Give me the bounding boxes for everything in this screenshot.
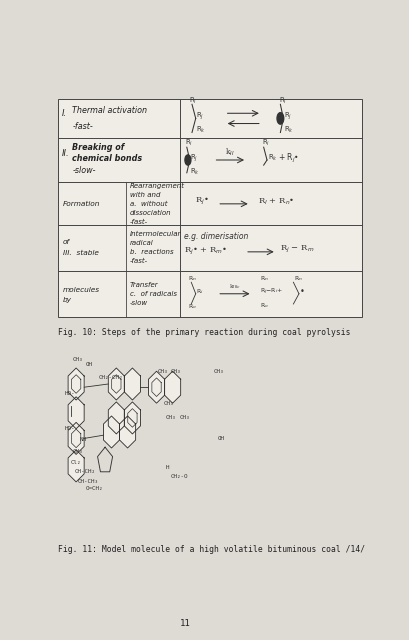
Text: e.g. dimerisation: e.g. dimerisation (183, 232, 247, 241)
Text: CH₂-O: CH₂-O (171, 474, 188, 479)
Text: R$_o$: R$_o$ (188, 302, 197, 311)
Circle shape (184, 155, 191, 165)
Text: OH: OH (217, 436, 224, 441)
Text: R$_k$: R$_k$ (196, 125, 206, 135)
Text: R$_i$: R$_i$ (189, 96, 197, 106)
Text: HO-: HO- (65, 391, 75, 396)
Circle shape (276, 113, 283, 124)
Text: CH₃: CH₃ (180, 415, 190, 420)
Polygon shape (103, 416, 119, 448)
Text: CH₃: CH₃ (163, 401, 173, 406)
Text: CH-CH₃: CH-CH₃ (78, 479, 99, 484)
Text: with and: with and (130, 192, 160, 198)
Polygon shape (108, 368, 124, 400)
Text: Formation: Formation (63, 201, 100, 207)
Text: Fig. 10: Steps of the primary reaction during coal pyrolysis: Fig. 10: Steps of the primary reaction d… (57, 328, 349, 337)
Text: Fig. 11: Model molecule of a high volatile bituminous coal /14/: Fig. 11: Model molecule of a high volati… (57, 545, 364, 554)
Text: Breaking of: Breaking of (72, 143, 124, 152)
Text: R$_n$: R$_n$ (187, 274, 196, 283)
Polygon shape (124, 402, 140, 434)
Text: -fast-: -fast- (72, 122, 93, 131)
Text: Thermal activation: Thermal activation (72, 106, 147, 115)
Text: CH₃: CH₃ (72, 357, 83, 362)
Text: R$_l$ + R$_n$•: R$_l$ + R$_n$• (258, 196, 294, 207)
Text: c.  of radicals: c. of radicals (130, 291, 177, 297)
Text: II.: II. (62, 149, 70, 158)
Text: R$_k$: R$_k$ (283, 125, 293, 135)
Text: R$_j$ − R$_m$: R$_j$ − R$_m$ (280, 244, 314, 255)
Text: R$_j$: R$_j$ (283, 111, 292, 122)
Polygon shape (68, 422, 84, 454)
Text: III.  stable: III. stable (63, 250, 99, 256)
Text: Intermolecular: Intermolecular (130, 231, 181, 237)
Text: k$_{IIIc}$: k$_{IIIc}$ (228, 282, 240, 291)
Text: k$_{II}$: k$_{II}$ (225, 147, 234, 158)
FancyBboxPatch shape (57, 99, 361, 317)
Text: by: by (63, 297, 72, 303)
Text: -fast-: -fast- (130, 258, 148, 264)
Text: CH₃: CH₃ (157, 369, 168, 374)
Text: CH₃: CH₃ (213, 369, 223, 374)
Text: CH₃: CH₃ (165, 415, 175, 420)
Polygon shape (68, 397, 84, 429)
Text: CH₃: CH₃ (72, 449, 83, 454)
Text: of: of (63, 239, 70, 244)
Text: radical: radical (130, 240, 153, 246)
Text: Transfer: Transfer (130, 282, 158, 288)
Polygon shape (68, 368, 84, 400)
Text: b.  reactions: b. reactions (130, 249, 173, 255)
Text: R$_n$: R$_n$ (294, 274, 303, 283)
Text: OH: OH (85, 362, 92, 367)
Text: molecules: molecules (63, 287, 100, 293)
Text: I.: I. (62, 109, 67, 118)
Text: R$_j$• + R$_m$•: R$_j$• + R$_m$• (183, 246, 227, 257)
Text: -slow: -slow (130, 300, 148, 306)
Text: CH₃: CH₃ (171, 369, 181, 374)
Text: R$_i$: R$_i$ (196, 287, 203, 296)
Text: -fast-: -fast- (130, 219, 148, 225)
Text: R$_k$: R$_k$ (190, 166, 200, 177)
Text: HO-: HO- (65, 426, 75, 431)
Text: R$_k$: R$_k$ (267, 153, 277, 163)
Polygon shape (164, 371, 180, 403)
Polygon shape (124, 368, 140, 400)
Text: a.  without: a. without (130, 201, 167, 207)
Text: 11: 11 (180, 620, 191, 628)
Text: NH: NH (80, 437, 87, 442)
Text: dissociation: dissociation (130, 210, 171, 216)
Text: R$_i$: R$_i$ (184, 138, 192, 148)
Polygon shape (108, 402, 124, 434)
Text: + R$_j$•: + R$_j$• (277, 152, 299, 164)
Text: CH₂-CH₂: CH₂-CH₂ (98, 375, 123, 380)
Text: •: • (299, 287, 303, 296)
Text: Rearrangement: Rearrangement (130, 183, 184, 189)
Text: R$_i$: R$_i$ (278, 96, 286, 106)
Polygon shape (68, 450, 84, 482)
Text: R$_j$: R$_j$ (196, 111, 204, 122)
Text: CH-CH₂: CH-CH₂ (74, 469, 95, 474)
Text: O=CH₂: O=CH₂ (85, 486, 103, 491)
Polygon shape (148, 371, 164, 403)
Polygon shape (119, 416, 135, 448)
Text: Cl₂: Cl₂ (70, 460, 81, 465)
Text: R$_i$: R$_i$ (261, 138, 270, 148)
Text: R$_o$: R$_o$ (259, 301, 268, 310)
Text: chemical bonds: chemical bonds (72, 154, 142, 163)
Text: R$_j$•: R$_j$• (195, 196, 209, 207)
Text: R$_j$: R$_j$ (190, 152, 198, 164)
Text: R$_j$−R$_i$+: R$_j$−R$_i$+ (259, 287, 283, 297)
Text: H: H (165, 465, 169, 470)
Text: -slow-: -slow- (72, 166, 96, 175)
Text: R$_n$: R$_n$ (259, 274, 268, 283)
